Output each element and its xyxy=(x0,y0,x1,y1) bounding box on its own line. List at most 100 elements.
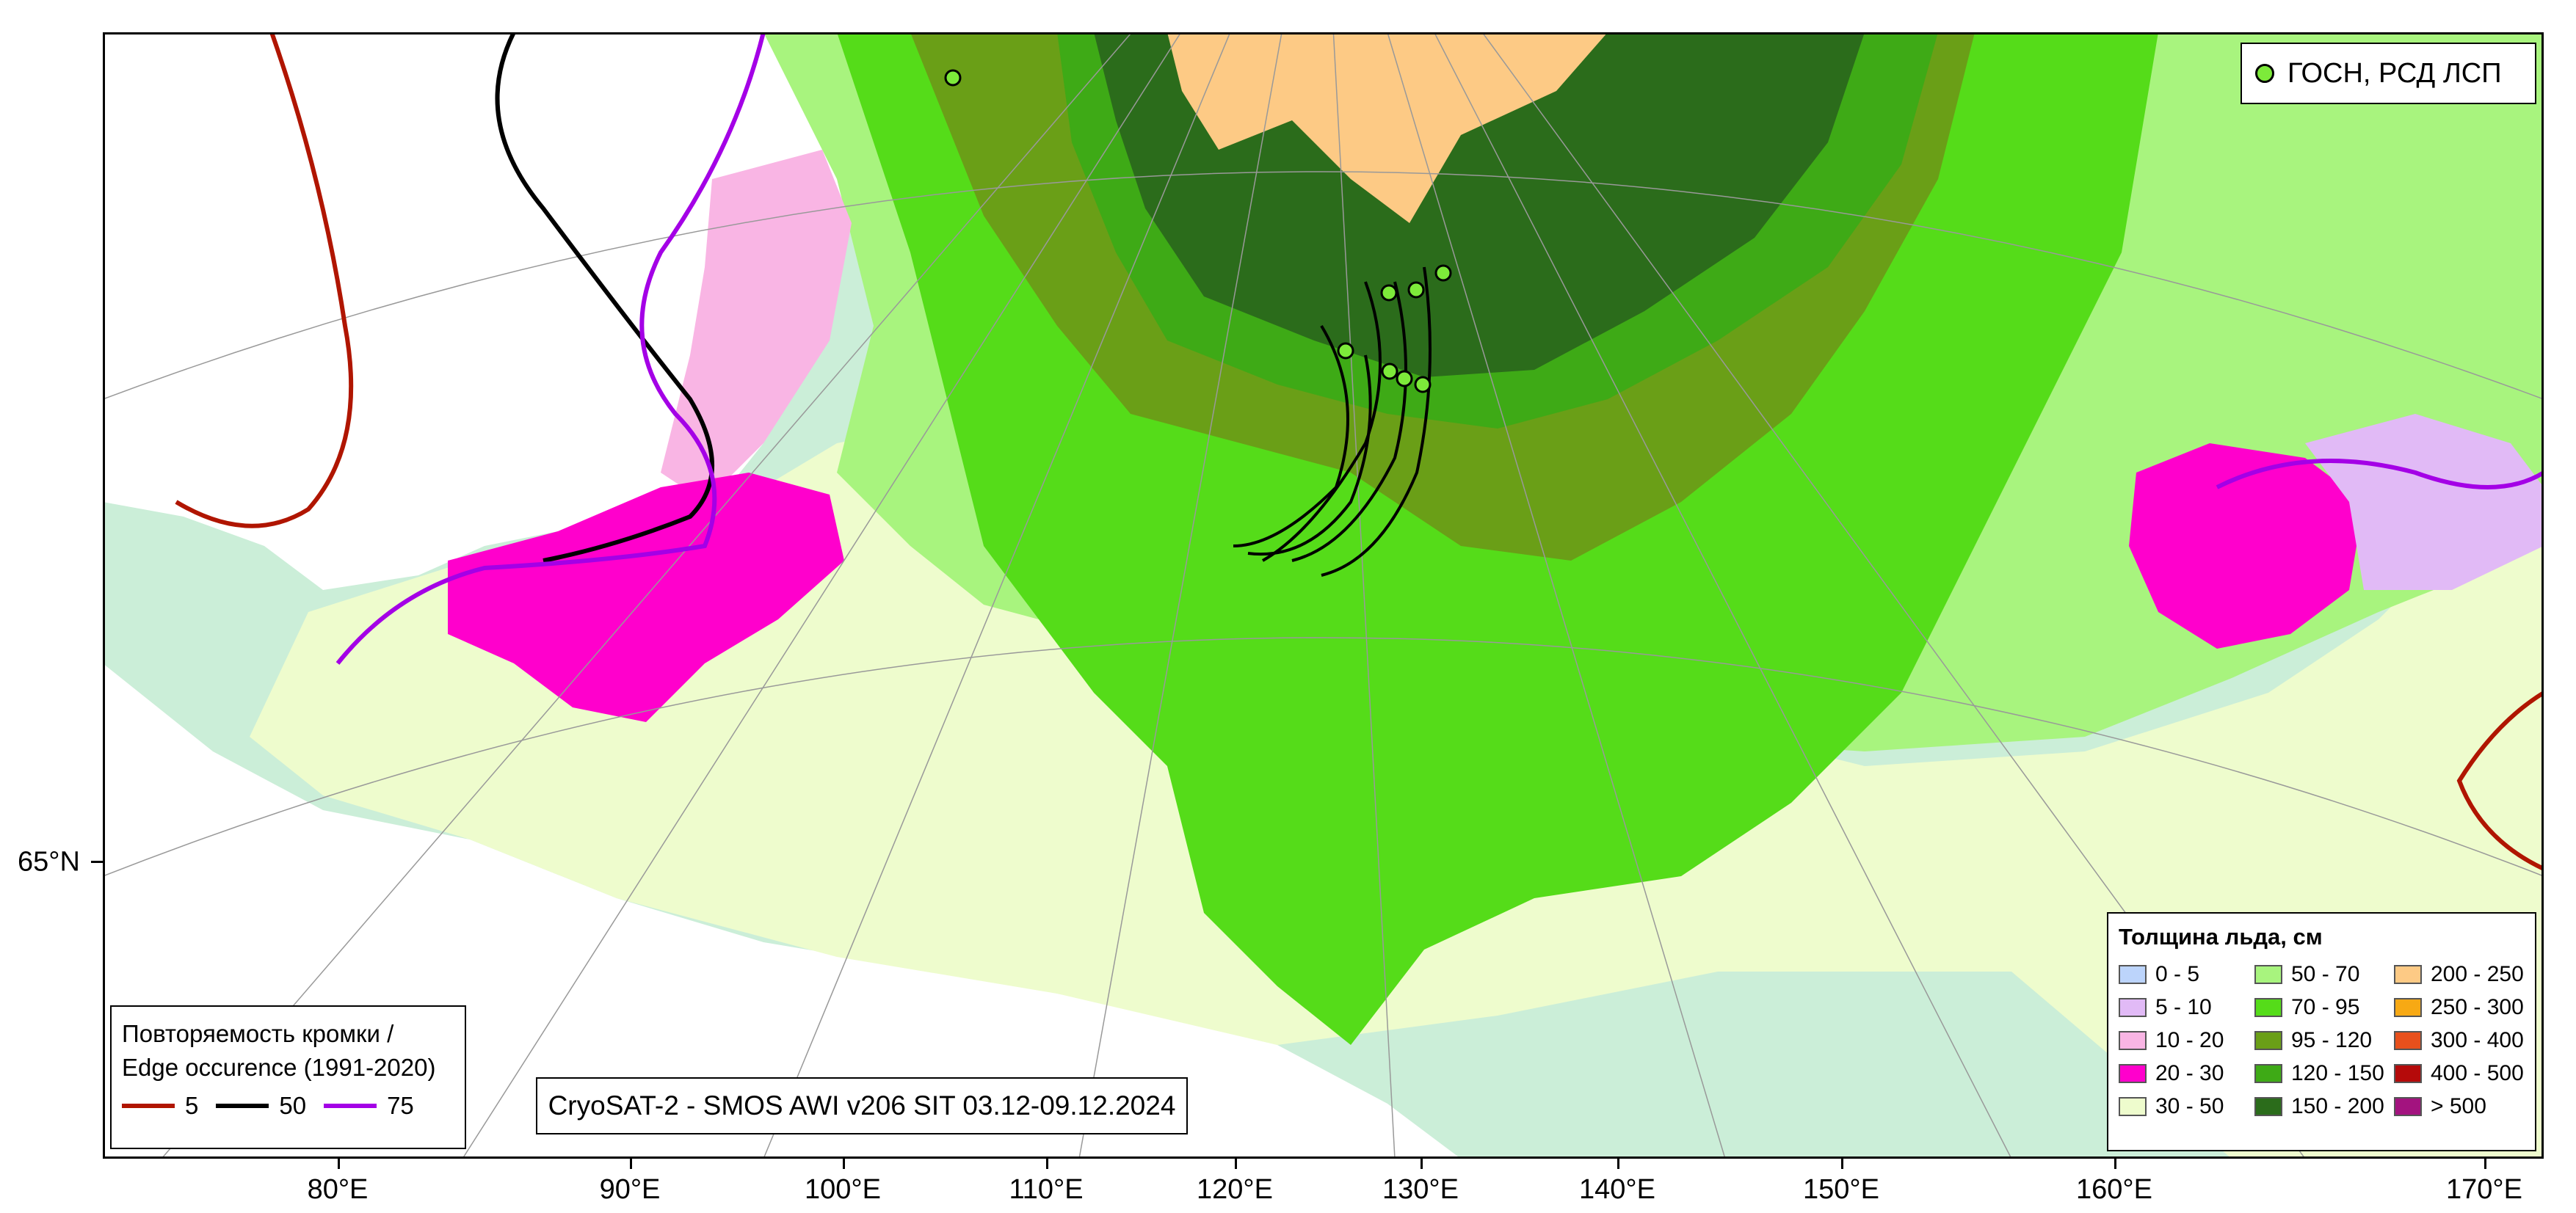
lon-label-140: 140°E xyxy=(1579,1174,1655,1205)
thickness-legend-item: 0 - 5 xyxy=(2119,962,2254,987)
lon-label-90: 90°E xyxy=(599,1174,661,1205)
thickness-legend-item: > 500 xyxy=(2394,1094,2526,1119)
lon-label-150: 150°E xyxy=(1803,1174,1879,1205)
thickness-legend-item: 10 - 20 xyxy=(2119,1028,2254,1053)
drift-tracks xyxy=(1233,266,1432,577)
lon-tick xyxy=(1841,1159,1843,1169)
station-marker xyxy=(944,69,962,87)
thickness-legend-item: 70 - 95 xyxy=(2254,995,2394,1020)
thickness-swatch xyxy=(2119,1031,2147,1050)
lon-label-170: 170°E xyxy=(2446,1174,2522,1205)
lon-label-110: 110°E xyxy=(1009,1174,1084,1205)
thickness-label: > 500 xyxy=(2431,1094,2486,1118)
station-markers xyxy=(944,69,1452,393)
thickness-swatch xyxy=(2119,998,2147,1017)
thickness-label: 50 - 70 xyxy=(2291,962,2360,986)
thickness-label: 300 - 400 xyxy=(2431,1028,2524,1052)
thickness-swatch xyxy=(2119,965,2147,984)
lon-tick xyxy=(338,1159,340,1169)
thickness-label: 5 - 10 xyxy=(2155,995,2212,1019)
thickness-label: 250 - 300 xyxy=(2431,995,2524,1019)
lon-tick xyxy=(2114,1159,2116,1169)
lon-label-120: 120°E xyxy=(1197,1174,1273,1205)
thickness-swatch xyxy=(2394,1064,2422,1083)
edge-line-swatch xyxy=(216,1104,269,1108)
data-source-label: CryoSAT-2 - SMOS AWI v206 SIT 03.12-09.1… xyxy=(536,1077,1188,1134)
thickness-label: 400 - 500 xyxy=(2431,1061,2524,1085)
edge-occurrence-legend: Повторяемость кромки / Edge occurence (1… xyxy=(110,1005,466,1149)
thickness-swatch xyxy=(2254,998,2282,1017)
station-legend-label: ГОСН, РСД ЛСП xyxy=(2287,57,2502,89)
thickness-swatch xyxy=(2254,965,2282,984)
station-marker xyxy=(1396,370,1413,387)
station-dot-icon xyxy=(2255,64,2274,83)
lon-label-160: 160°E xyxy=(2076,1174,2152,1205)
edge-isoline-50 xyxy=(495,32,714,563)
edge-legend-title-line1: Повторяемость кромки / xyxy=(122,1020,394,1047)
thickness-swatch xyxy=(2254,1064,2282,1083)
lon-tick xyxy=(2484,1159,2486,1169)
thickness-legend-item: 20 - 30 xyxy=(2119,1061,2254,1086)
lat-label-65: 65°N xyxy=(18,846,80,878)
thickness-legend-item: 5 - 10 xyxy=(2119,995,2254,1020)
lat-tick xyxy=(91,861,103,863)
station-marker xyxy=(1407,281,1425,299)
thickness-legend-item: 30 - 50 xyxy=(2119,1094,2254,1119)
thickness-legend-item: 200 - 250 xyxy=(2394,962,2526,987)
edge-legend-item-label: 5 xyxy=(185,1092,199,1119)
thickness-swatch xyxy=(2254,1031,2282,1050)
thickness-legend-item: 95 - 120 xyxy=(2254,1028,2394,1053)
thickness-label: 0 - 5 xyxy=(2155,962,2200,986)
thickness-swatch xyxy=(2254,1097,2282,1116)
edge-isoline-5 xyxy=(175,32,354,528)
thickness-legend-item: 400 - 500 xyxy=(2394,1061,2526,1086)
thickness-swatch xyxy=(2394,1031,2422,1050)
edge-legend-item: 75 xyxy=(324,1092,414,1120)
lon-tick xyxy=(630,1159,632,1169)
ice-10-20-laptev xyxy=(661,150,852,502)
thickness-label: 150 - 200 xyxy=(2291,1094,2384,1118)
ice-thickness-legend: Толщина льда, см 0 - 5 50 - 70 200 - 250 5 … xyxy=(2107,912,2536,1151)
data-source-text: CryoSAT-2 - SMOS AWI v206 SIT 03.12-09.1… xyxy=(548,1090,1176,1121)
thickness-swatch xyxy=(2394,998,2422,1017)
ice-200-250 xyxy=(1167,32,1608,223)
lon-label-80: 80°E xyxy=(307,1174,369,1205)
thickness-label: 10 - 20 xyxy=(2155,1028,2224,1052)
lon-tick xyxy=(1617,1159,1619,1169)
thickness-label: 70 - 95 xyxy=(2291,995,2360,1019)
thickness-label: 120 - 150 xyxy=(2291,1061,2384,1085)
edge-legend-item-label: 75 xyxy=(387,1092,414,1119)
lon-tick xyxy=(1235,1159,1237,1169)
land-taymyr xyxy=(103,32,844,590)
thickness-swatch xyxy=(2394,965,2422,984)
thickness-legend-item: 150 - 200 xyxy=(2254,1094,2394,1119)
edge-legend-item-label: 50 xyxy=(279,1092,307,1119)
station-marker xyxy=(1414,376,1432,393)
station-marker xyxy=(1434,264,1452,282)
thickness-label: 95 - 120 xyxy=(2291,1028,2373,1052)
edge-line-swatch xyxy=(122,1104,175,1108)
thickness-label: 200 - 250 xyxy=(2431,962,2524,986)
thickness-label: 20 - 30 xyxy=(2155,1061,2224,1085)
lon-tick xyxy=(843,1159,845,1169)
thickness-legend-item: 50 - 70 xyxy=(2254,962,2394,987)
lon-tick xyxy=(1046,1159,1048,1169)
edge-isoline-75 xyxy=(335,32,766,665)
station-legend: ГОСН, РСД ЛСП xyxy=(2241,43,2536,104)
lon-label-130: 130°E xyxy=(1382,1174,1459,1205)
map-canvas xyxy=(103,32,2544,1159)
edge-isoline-75-east xyxy=(2216,459,2544,489)
ice-20-30-kara xyxy=(448,473,844,722)
thickness-swatch xyxy=(2119,1064,2147,1083)
thickness-swatch xyxy=(2119,1097,2147,1116)
sea-ice-thickness-map xyxy=(103,32,2544,1159)
thickness-label: 30 - 50 xyxy=(2155,1094,2224,1118)
edge-line-swatch xyxy=(324,1104,377,1108)
station-marker xyxy=(1337,342,1354,360)
thickness-swatch xyxy=(2394,1097,2422,1116)
station-marker xyxy=(1381,363,1398,380)
ice-5-10-east xyxy=(2305,414,2544,590)
lon-label-100: 100°E xyxy=(805,1174,881,1205)
edge-legend-item: 5 xyxy=(122,1092,198,1120)
station-marker xyxy=(1380,284,1398,302)
